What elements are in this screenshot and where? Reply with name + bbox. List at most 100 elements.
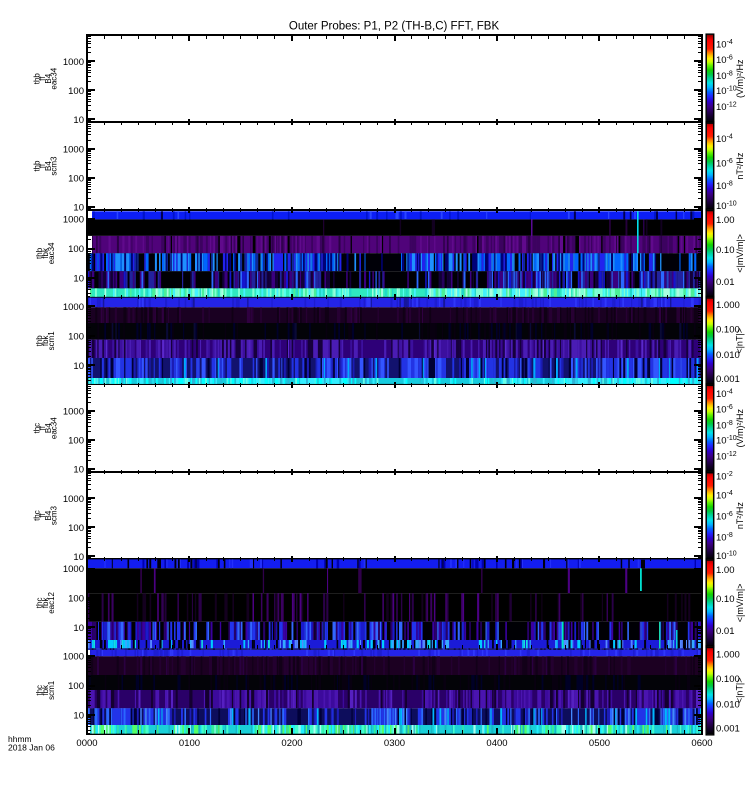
svg-text:100: 100 — [68, 173, 84, 184]
svg-text:B4: B4 — [44, 161, 53, 171]
svg-text:10-2: 10-2 — [716, 471, 733, 483]
svg-text:10-8: 10-8 — [716, 532, 733, 544]
svg-text:B4: B4 — [44, 510, 53, 520]
svg-text:0.001: 0.001 — [716, 723, 740, 734]
svg-text:fbk: fbk — [41, 684, 50, 696]
svg-text:10: 10 — [73, 115, 84, 126]
svg-text:thc: thc — [32, 423, 41, 434]
svg-text:B4: B4 — [44, 73, 53, 83]
svg-text:10-6: 10-6 — [716, 158, 733, 170]
svg-text:<|nT|>: <|nT|> — [735, 677, 745, 703]
svg-text:10-6: 10-6 — [716, 54, 733, 66]
svg-text:10-12: 10-12 — [716, 101, 737, 113]
svg-text:thc: thc — [35, 685, 44, 696]
svg-text:0400: 0400 — [486, 738, 507, 749]
svg-text:10-10: 10-10 — [716, 435, 737, 447]
svg-text:<|nT|>: <|nT|> — [735, 328, 745, 354]
svg-text:ff: ff — [38, 76, 47, 81]
svg-text:10-6: 10-6 — [716, 404, 733, 416]
svg-text:hhmm: hhmm — [8, 734, 32, 744]
svg-text:1.00: 1.00 — [716, 215, 735, 226]
svg-text:0.010: 0.010 — [716, 350, 740, 361]
svg-text:0200: 0200 — [281, 738, 302, 749]
svg-text:eac34: eac34 — [47, 242, 56, 264]
svg-text:1000: 1000 — [63, 651, 84, 662]
svg-text:ff: ff — [38, 163, 47, 168]
svg-text:100: 100 — [68, 244, 84, 255]
svg-text:fbk: fbk — [41, 597, 50, 609]
svg-text:10-4: 10-4 — [716, 133, 733, 145]
svg-text:fbk: fbk — [41, 334, 50, 346]
svg-text:1000: 1000 — [63, 406, 84, 417]
svg-text:1.000: 1.000 — [716, 300, 740, 311]
svg-text:ff: ff — [38, 425, 47, 430]
svg-text:100: 100 — [68, 332, 84, 343]
svg-text:thc: thc — [35, 598, 44, 609]
svg-text:1.00: 1.00 — [716, 565, 735, 576]
svg-text:0.10: 0.10 — [716, 594, 735, 605]
svg-text:100: 100 — [68, 435, 84, 446]
svg-text:10-8: 10-8 — [716, 420, 733, 432]
svg-text:0.01: 0.01 — [716, 626, 735, 637]
svg-text:eac12: eac12 — [47, 591, 56, 613]
svg-text:Outer Probes: P1, P2 (TH-B,C): Outer Probes: P1, P2 (TH-B,C) FFT, FBK — [289, 21, 500, 33]
svg-text:10: 10 — [73, 202, 84, 213]
svg-text:0600: 0600 — [691, 738, 712, 749]
svg-text:0.010: 0.010 — [716, 699, 740, 710]
svg-text:1.000: 1.000 — [716, 649, 740, 660]
svg-text:0.100: 0.100 — [716, 674, 740, 685]
svg-text:0.001: 0.001 — [716, 374, 740, 385]
svg-text:eac34: eac34 — [50, 67, 59, 89]
svg-text:100: 100 — [68, 681, 84, 692]
svg-text:0.10: 0.10 — [716, 245, 735, 256]
svg-text:0500: 0500 — [589, 738, 610, 749]
svg-text:10-8: 10-8 — [716, 71, 733, 83]
svg-text:1000: 1000 — [63, 302, 84, 313]
svg-text:10: 10 — [73, 361, 84, 372]
svg-text:100: 100 — [68, 594, 84, 605]
svg-text:<|mV/m|>: <|mV/m|> — [735, 584, 745, 623]
svg-text:10-10: 10-10 — [716, 201, 737, 213]
svg-text:10-4: 10-4 — [716, 388, 733, 400]
svg-text:10-10: 10-10 — [716, 86, 737, 98]
svg-text:(V/m)²/Hz: (V/m)²/Hz — [735, 59, 745, 98]
svg-text:10-10: 10-10 — [716, 550, 737, 562]
svg-text:2018 Jan 06: 2018 Jan 06 — [8, 743, 55, 753]
svg-text:10-4: 10-4 — [716, 39, 733, 51]
svg-text:thc: thc — [32, 510, 41, 521]
svg-text:nT²/Hz: nT²/Hz — [735, 502, 745, 530]
svg-text:scm3: scm3 — [50, 505, 59, 525]
svg-text:10: 10 — [73, 710, 84, 721]
svg-text:10: 10 — [73, 273, 84, 284]
svg-text:(V/m)²/Hz: (V/m)²/Hz — [735, 408, 745, 447]
svg-text:100: 100 — [68, 86, 84, 97]
svg-text:thb: thb — [35, 335, 44, 347]
svg-text:10-8: 10-8 — [716, 180, 733, 192]
svg-text:10-4: 10-4 — [716, 490, 733, 502]
svg-text:1000: 1000 — [63, 564, 84, 575]
svg-text:100: 100 — [68, 523, 84, 534]
svg-text:1000: 1000 — [63, 215, 84, 226]
svg-text:10-6: 10-6 — [716, 511, 733, 523]
svg-text:10-12: 10-12 — [716, 451, 737, 463]
svg-text:scm1: scm1 — [47, 331, 56, 351]
svg-text:10: 10 — [73, 623, 84, 634]
svg-text:eac34: eac34 — [50, 417, 59, 439]
svg-text:nT²/Hz: nT²/Hz — [735, 152, 745, 180]
svg-text:0100: 0100 — [179, 738, 200, 749]
svg-text:1000: 1000 — [63, 57, 84, 68]
svg-text:1000: 1000 — [63, 144, 84, 155]
svg-text:0300: 0300 — [384, 738, 405, 749]
svg-text:0.100: 0.100 — [716, 324, 740, 335]
svg-text:ff: ff — [38, 513, 47, 518]
svg-text:thb: thb — [32, 160, 41, 172]
svg-text:fbk: fbk — [41, 247, 50, 259]
svg-text:thb: thb — [32, 73, 41, 85]
svg-text:thb: thb — [35, 247, 44, 259]
svg-text:B4: B4 — [44, 423, 53, 433]
svg-text:10: 10 — [73, 464, 84, 475]
svg-text:1000: 1000 — [63, 494, 84, 505]
svg-text:scm1: scm1 — [47, 680, 56, 700]
svg-text:10: 10 — [73, 552, 84, 563]
svg-text:<|mV/m|>: <|mV/m|> — [735, 234, 745, 273]
